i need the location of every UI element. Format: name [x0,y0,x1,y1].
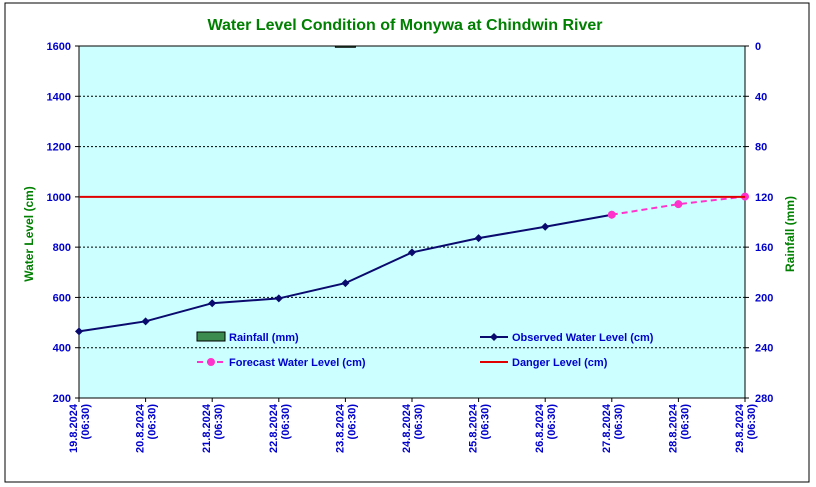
x-tick-date: 26.8.2024 [534,403,546,453]
legend: Rainfall (mm) Observed Water Level (cm) Fo… [196,331,654,369]
x-tick-time: (06:30) [280,404,292,440]
x-tick-time: (06:30) [546,404,558,440]
y-tick-label: 1000 [47,192,71,204]
forecast-water-level-cm-point [674,200,683,209]
legend-item: Rainfall (mm) [196,331,299,344]
y2-tick-label: 120 [755,192,773,204]
x-tick-time: (06:30) [413,404,425,440]
y2-tick-label: 280 [755,393,773,405]
x-tick-label: 29.8.2024 (06:30) [734,403,758,453]
y-tick-label: 1600 [47,41,71,53]
x-tick-date: 21.8.2024 [201,403,213,453]
series-layer [75,45,749,336]
rainfall-bar [334,45,356,48]
plot-area [78,45,746,399]
x-tick-label: 24.8.2024 (06:30) [401,403,425,453]
legend-item: Observed Water Level (cm) [480,332,654,344]
x-tick-label: 26.8.2024 (06:30) [534,403,558,453]
forecast-water-level-cm-point [607,210,616,219]
x-tick-label: 21.8.2024 (06:30) [201,403,225,453]
x-tick-label: 22.8.2024 (06:30) [268,403,292,453]
y2-tick-label: 200 [755,292,773,304]
x-tick-time: (06:30) [213,404,225,440]
y-tick-label: 1200 [47,142,71,154]
observed-water-level-cm-point [474,234,483,243]
y2-tick-label: 40 [755,91,767,103]
x-tick-date: 27.8.2024 [601,403,613,453]
x-tick-date: 19.8.2024 [68,403,80,453]
y-tick-label: 200 [53,393,71,405]
forecast-water-level-cm-line [611,195,746,216]
y2-tick-label: 80 [755,142,767,154]
legend-marker [490,333,498,341]
y2-axis-title: Rainfall (mm) [783,196,797,272]
x-tick-time: (06:30) [80,404,92,440]
x-tick-date: 24.8.2024 [401,403,413,453]
left-axis-ticks: 200 400 600 800 1000 1200 1400 1600 [47,41,79,405]
y-tick-label: 1400 [47,91,71,103]
observed-water-level-cm-point [408,248,416,257]
legend-label: Danger Level (cm) [512,357,608,369]
observed-water-level-cm-point [541,222,550,231]
observed-water-level-cm-point [208,299,217,308]
legend-item: Danger Level (cm) [480,357,608,369]
legend-item: Forecast Water Level (cm) [197,357,366,369]
x-tick-date: 20.8.2024 [135,403,147,453]
x-tick-label: 19.8.2024 (06:30) [68,403,92,453]
y-tick-label: 400 [53,343,71,355]
x-tick-date: 23.8.2024 [334,403,346,453]
x-tick-label: 27.8.2024 (06:30) [601,403,625,453]
x-tick-date: 22.8.2024 [268,403,280,453]
x-tick-date: 29.8.2024 [734,403,746,453]
x-tick-date: 28.8.2024 [667,403,679,453]
observed-water-level-cm-point [274,294,283,303]
y-axis-title: Water Level (cm) [22,186,36,282]
x-tick-time: (06:30) [613,404,625,440]
legend-label: Forecast Water Level (cm) [229,357,366,369]
right-axis-ticks: 0 40 80 120 160 200 240 280 [745,41,773,405]
observed-water-level-cm-point [141,317,150,326]
x-tick-date: 25.8.2024 [468,403,480,453]
x-tick-time: (06:30) [346,404,358,440]
legend-label: Observed Water Level (cm) [512,332,654,344]
y-tick-label: 600 [53,292,71,304]
x-tick-label: 25.8.2024 (06:30) [468,403,492,453]
x-axis-ticks: 19.8.2024 (06:30) 20.8.2024 (06:30) 21.8.202… [68,398,758,453]
observed-water-level-cm-point [341,279,350,288]
legend-label: Rainfall (mm) [229,332,299,344]
x-tick-label: 23.8.2024 (06:30) [334,403,358,453]
x-tick-time: (06:30) [480,404,492,440]
y2-tick-label: 0 [755,41,761,53]
x-tick-time: (06:30) [746,404,758,440]
legend-swatch [196,331,226,342]
y-tick-label: 800 [53,242,71,254]
legend-marker [207,358,215,366]
chart-title: Water Level Condition of Monywa at Chind… [208,17,603,34]
x-tick-label: 28.8.2024 (06:30) [667,403,691,453]
x-tick-time: (06:30) [679,404,691,440]
observed-water-level-cm-point [75,327,83,336]
x-tick-time: (06:30) [147,404,159,440]
y2-tick-label: 160 [755,242,773,254]
y2-tick-label: 240 [755,343,773,355]
x-tick-label: 20.8.2024 (06:30) [135,403,159,453]
